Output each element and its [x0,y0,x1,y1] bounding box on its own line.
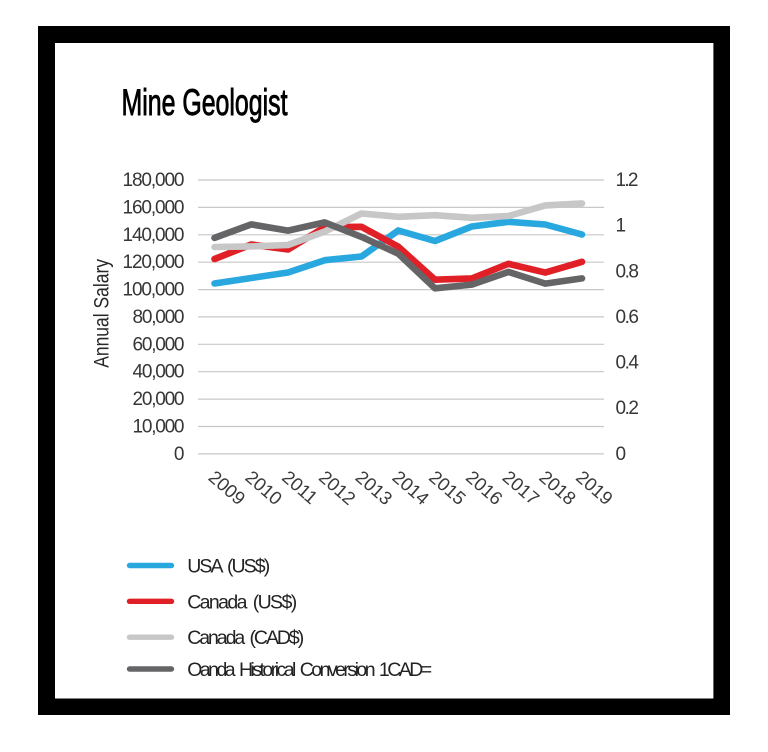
svg-text:60,000: 60,000 [133,334,185,355]
svg-text:0: 0 [616,444,627,465]
svg-text:0.4: 0.4 [616,353,640,374]
svg-text:1.2: 1.2 [616,170,639,191]
svg-text:120,000: 120,000 [123,252,185,273]
svg-text:40,000: 40,000 [133,362,185,383]
svg-text:180,000: 180,000 [123,170,185,191]
svg-text:10,000: 10,000 [133,417,185,438]
svg-text:Mine Geologist: Mine Geologist [122,82,288,123]
svg-text:Oanda Historical Conversion 1C: Oanda Historical Conversion 1CAD= [187,659,432,681]
svg-text:Canada (CAD$): Canada (CAD$) [187,627,304,649]
svg-text:160,000: 160,000 [123,197,185,218]
svg-text:1: 1 [616,216,627,237]
svg-text:USA (US$): USA (US$) [187,556,270,578]
svg-text:80,000: 80,000 [133,307,185,328]
svg-text:100,000: 100,000 [123,280,185,301]
svg-text:0.6: 0.6 [616,307,640,328]
svg-text:20,000: 20,000 [133,389,185,410]
svg-text:0: 0 [174,444,185,465]
svg-text:Canada (US$): Canada (US$) [187,591,297,613]
svg-text:Annual Salary: Annual Salary [91,259,114,368]
svg-text:0.8: 0.8 [616,261,640,282]
svg-text:0.2: 0.2 [616,398,640,419]
svg-text:140,000: 140,000 [123,225,185,246]
